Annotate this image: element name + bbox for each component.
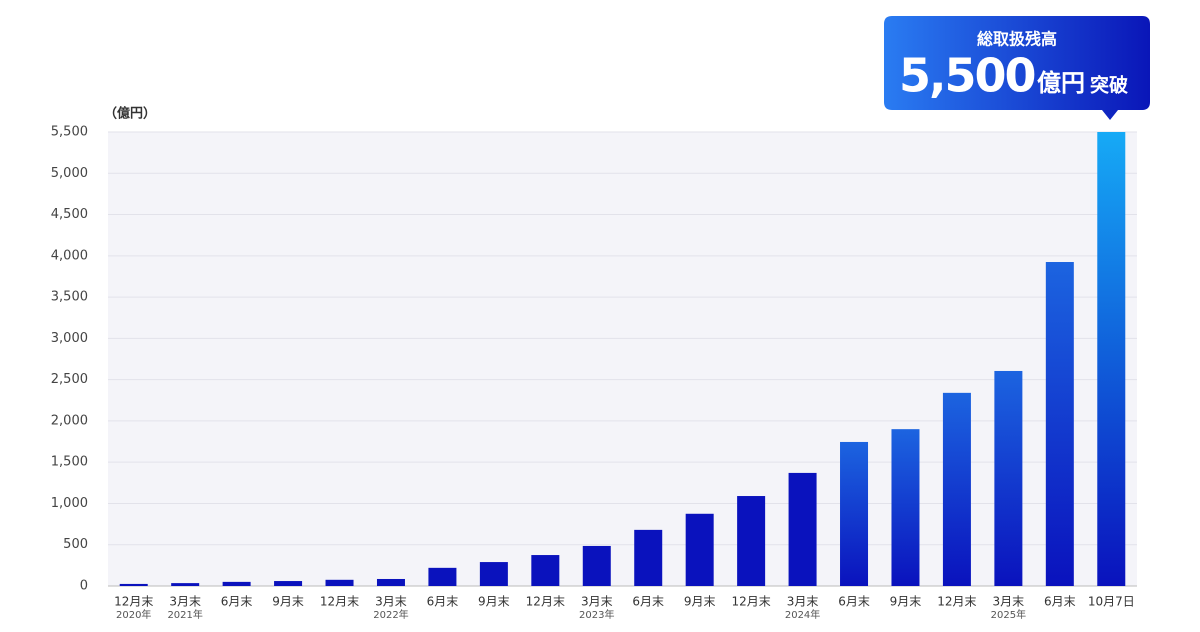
callout-unit: 億円 [1037, 69, 1085, 97]
bar [737, 496, 766, 586]
bar [479, 562, 508, 586]
bar [325, 579, 354, 586]
y-tick-label: 3,500 [51, 290, 88, 305]
bar [119, 583, 148, 586]
x-tick-sublabel: 2025年 [991, 608, 1026, 621]
y-tick-label: 5,500 [51, 125, 88, 140]
x-tick-sublabel: 2024年 [785, 608, 820, 621]
bar [274, 581, 303, 586]
x-tick-label: 6月末 [632, 595, 664, 609]
x-tick-label: 3月末 [581, 595, 613, 609]
x-tick-label: 3月末 [787, 595, 819, 609]
callout-box [884, 16, 1150, 120]
x-tick-label: 12月末 [114, 595, 153, 609]
bar [994, 370, 1023, 586]
x-tick-sublabel: 2023年 [579, 608, 614, 621]
callout-value: 5,500 [899, 49, 1035, 103]
bar [788, 472, 817, 586]
bar [1045, 262, 1074, 586]
y-tick-label: 2,500 [51, 372, 88, 387]
x-tick-label: 10月7日 [1088, 595, 1135, 609]
x-tick-label: 3月末 [993, 595, 1025, 609]
bar [582, 545, 611, 586]
y-tick-label: 3,000 [51, 331, 88, 346]
bar [634, 529, 663, 586]
x-tick-label: 6月末 [427, 595, 459, 609]
x-tick-label: 3月末 [169, 595, 201, 609]
callout: 総取扱残高 5,500 億円 突破 [884, 16, 1150, 120]
bar [840, 441, 869, 586]
y-tick-label: 2,000 [51, 413, 88, 428]
plot-area [108, 132, 1137, 586]
bar [891, 429, 920, 586]
x-tick-label: 9月末 [684, 595, 716, 609]
callout-title: 総取扱残高 [977, 30, 1057, 49]
x-tick-label: 12月末 [937, 595, 976, 609]
bar [171, 583, 200, 586]
x-tick-label: 12月末 [320, 595, 359, 609]
y-tick-label: 5,000 [51, 166, 88, 181]
y-tick-label: 0 [80, 579, 88, 594]
x-tick-label: 6月末 [1044, 595, 1076, 609]
y-tick-label: 4,500 [51, 207, 88, 222]
x-tick-label: 6月末 [838, 595, 870, 609]
x-tick-label: 12月末 [526, 595, 565, 609]
bar [1097, 132, 1126, 586]
x-tick-label: 6月末 [221, 595, 253, 609]
y-tick-label: 500 [63, 537, 88, 552]
x-tick-sublabel: 2022年 [373, 608, 408, 621]
x-tick-sublabel: 2020年 [116, 608, 151, 621]
y-tick-label: 4,000 [51, 248, 88, 263]
x-tick-label: 3月末 [375, 595, 407, 609]
bar [531, 555, 560, 586]
x-tick-label: 12月末 [731, 595, 770, 609]
bar [685, 513, 714, 586]
y-tick-label: 1,500 [51, 455, 88, 470]
x-tick-sublabel: 2021年 [167, 608, 202, 621]
x-tick-label: 9月末 [272, 595, 304, 609]
bar [428, 567, 457, 586]
callout-suffix: 突破 [1090, 74, 1128, 97]
x-tick-label: 9月末 [478, 595, 510, 609]
x-tick-label: 9月末 [890, 595, 922, 609]
bar [376, 578, 405, 586]
bar [222, 581, 251, 586]
bar [942, 392, 971, 586]
y-unit-label: （億円） [104, 106, 156, 122]
y-tick-label: 1,000 [51, 496, 88, 511]
